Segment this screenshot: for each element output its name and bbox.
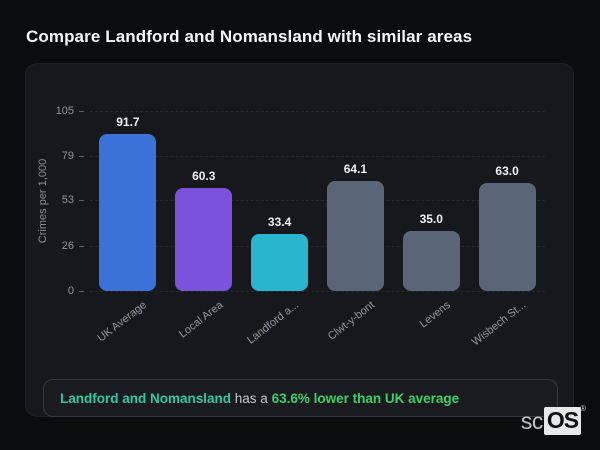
x-axis-label: UK Average [95,299,150,345]
bar-levens [402,231,460,291]
bar-value-label: 64.1 [343,162,368,177]
bar-wisbech-st [478,183,536,291]
y-tick-label: 53 [61,194,74,207]
x-axis-label: Clwt-y-bont [325,299,377,343]
scos-logo: sc OS ® [520,404,587,435]
y-tick-mark [79,200,84,202]
bar-value-label: 60.3 [192,168,216,183]
y-tick-mark [79,291,84,292]
logo-suffix: OS [543,407,582,435]
y-tick-mark [79,155,84,157]
registered-trademark-icon: ® [580,404,586,413]
x-axis-label: Levens [417,299,453,331]
bar-local-area [175,187,233,291]
y-tick-mark [79,246,84,248]
chart-panel: Crimes per 1,000 0 26 53 79 105 91.7 UK Averag… [25,63,574,417]
comparison-note: Landford and Nomansland has a 63.6% lowe… [43,379,558,417]
gridline [90,155,545,157]
y-tick-mark [79,111,84,112]
note-area-name: Landford and Nomansland [60,390,232,406]
x-axis-label: Wisbech St... [470,299,529,349]
x-axis-label: Local Area [176,299,226,341]
bar-value-label: 63.0 [495,164,519,178]
bar-value-label: 35.0 [419,212,443,226]
note-connector: has a [231,390,272,406]
y-tick-label: 79 [61,149,74,162]
gridline [90,111,545,112]
y-tick-label: 26 [61,240,74,253]
y-tick-label: 0 [67,285,74,297]
bar-value-label: 91.7 [116,114,140,129]
bar-uk-average [99,133,157,291]
y-tick-label: 105 [55,105,74,117]
page-title: Compare Landford and Nomansland with sim… [26,27,473,46]
bar-chart-plot-area: Crimes per 1,000 0 26 53 79 105 91.7 UK Averag… [37,106,545,348]
note-stat: 63.6% lower than UK average [271,390,460,406]
bar-clwt-y-bont [326,181,384,291]
x-axis-label: Landford a... [244,299,301,347]
gridline [90,246,545,248]
gridline [90,200,545,202]
logo-prefix: sc [520,407,544,434]
gridline [90,291,545,292]
bar-landford-a [251,233,309,291]
bar-value-label: 33.4 [267,214,292,229]
